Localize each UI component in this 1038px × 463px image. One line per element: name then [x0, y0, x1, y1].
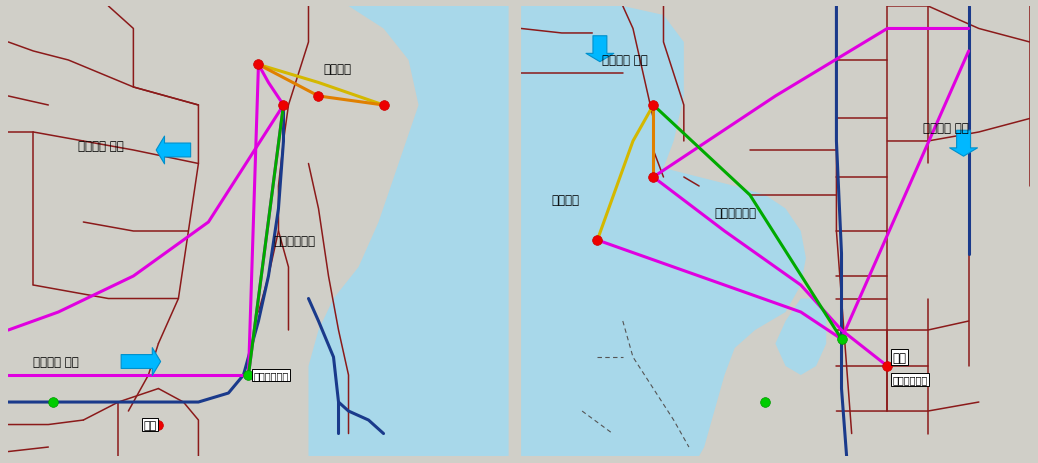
Text: 사달구간: 사달구간	[324, 63, 352, 76]
Text: 사달구간: 사달구간	[551, 194, 579, 206]
Text: 김포공항 귀거: 김포공항 귀거	[78, 140, 125, 153]
Polygon shape	[775, 299, 826, 375]
Text: 용성: 용성	[893, 351, 906, 364]
Text: 연직관측지점: 연직관측지점	[893, 375, 928, 385]
Text: 김포공항 출발: 김포공항 출발	[33, 355, 79, 368]
Text: 직선관측구간: 직선관측구간	[714, 207, 757, 220]
Polygon shape	[521, 7, 805, 456]
Text: 용평: 용평	[143, 419, 157, 430]
Polygon shape	[306, 7, 509, 456]
Text: 김포공항 북귀: 김포공항 북귀	[602, 54, 648, 67]
Text: 직선관측구간: 직선관측구간	[273, 234, 316, 247]
Text: 김포공항 출발: 김포공항 출발	[923, 122, 968, 135]
Text: 연직관측지점: 연직관측지점	[253, 370, 289, 380]
